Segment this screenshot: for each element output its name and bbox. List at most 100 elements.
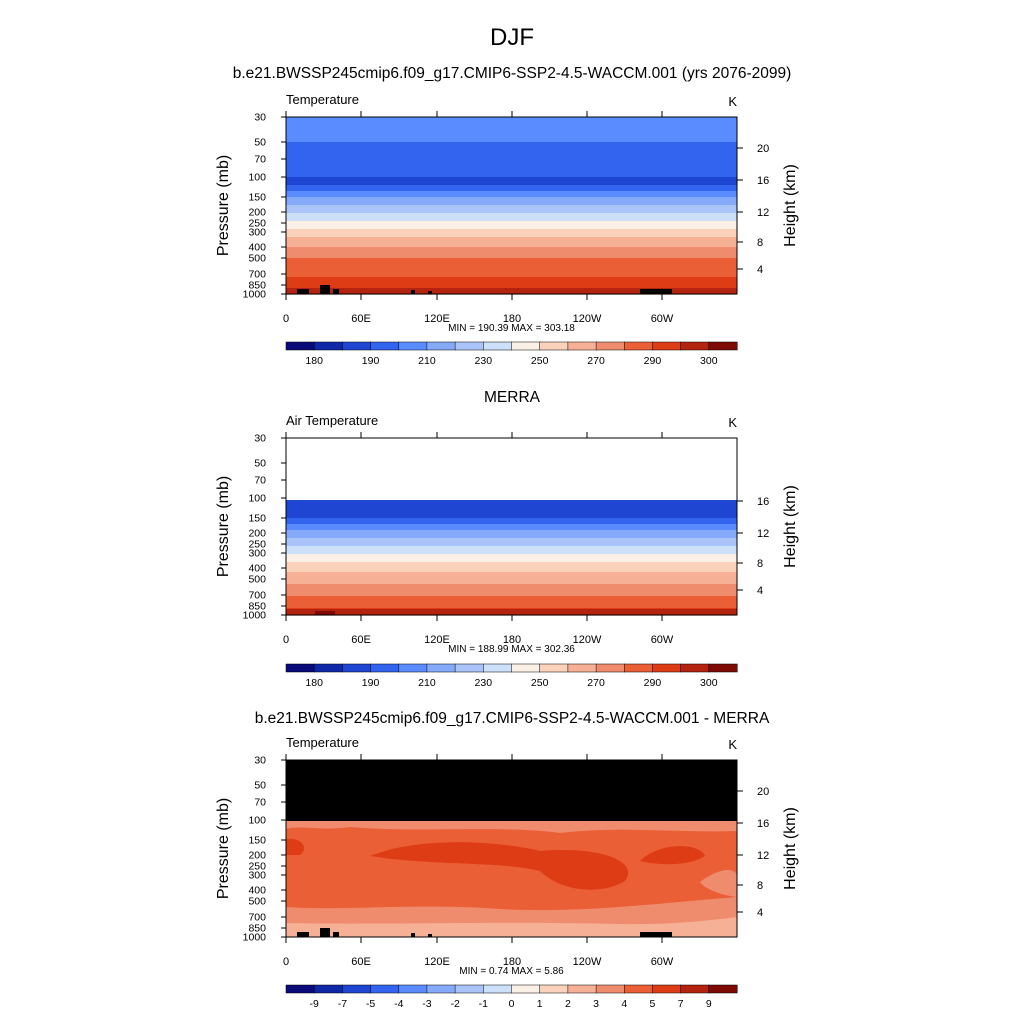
y-tick-label: 300 — [248, 548, 266, 560]
x-tick-label: 120W — [573, 956, 602, 968]
y-tick-label: 500 — [248, 574, 266, 586]
colorbar-cell — [539, 663, 569, 673]
temperature-band — [286, 191, 737, 198]
colorbar-cell — [342, 984, 372, 994]
temperature-band — [286, 572, 737, 585]
temperature-band — [286, 221, 737, 230]
temperature-band — [286, 277, 737, 286]
temperature-band — [286, 269, 737, 278]
diff-band — [286, 821, 737, 833]
y2-tick-label: 4 — [757, 585, 763, 597]
temperature-band — [286, 524, 737, 531]
panel-2: 3050701001502002503004005007008501000161… — [215, 413, 799, 689]
topography — [315, 611, 335, 615]
min-max-label: MIN = 0.74 MAX = 5.86 — [459, 966, 564, 977]
colorbar-cell — [680, 984, 710, 994]
y-tick-label: 500 — [248, 896, 266, 908]
colorbar-cell — [483, 341, 513, 351]
y-tick-label: 70 — [254, 797, 266, 809]
colorbar-tick-label: 180 — [305, 677, 323, 689]
bottom-panel-title: b.e21.BWSSP245cmip6.f09_g17.CMIP6-SSP2-4… — [255, 710, 770, 727]
x-tick-label: 60E — [351, 956, 371, 968]
diff-band — [370, 842, 629, 890]
min-max-label: MIN = 188.99 MAX = 302.36 — [448, 644, 575, 655]
topography — [320, 285, 330, 294]
colorbar-cell — [624, 341, 654, 351]
y-tick-label: 700 — [248, 269, 266, 281]
colorbar-cell — [708, 341, 738, 351]
temperature-band — [286, 142, 737, 178]
temperature-band — [286, 177, 737, 186]
colorbar-tick-label: 250 — [531, 355, 549, 367]
colorbar-tick-label: 300 — [700, 355, 718, 367]
x-tick-label: 180 — [503, 313, 521, 325]
y2-tick-label: 4 — [757, 907, 763, 919]
temperature-band — [286, 229, 737, 238]
temperature-band — [286, 258, 737, 270]
colorbar-tick-label: 7 — [678, 998, 684, 1010]
colorbar-tick-label: 9 — [706, 998, 712, 1010]
y-tick-label: 100 — [248, 172, 266, 184]
y-tick-label: 700 — [248, 590, 266, 602]
colorbar-cell — [595, 984, 625, 994]
y-tick-label: 50 — [254, 458, 266, 470]
x-tick-label: 180 — [503, 634, 521, 646]
colorbar-tick-label: 300 — [700, 677, 718, 689]
colorbar-tick-label: -4 — [394, 998, 403, 1010]
y-tick-label: 150 — [248, 513, 266, 525]
colorbar-cell — [285, 341, 315, 351]
colorbar-cell — [539, 341, 569, 351]
field-label: Air Temperature — [286, 413, 378, 428]
colorbar-tick-label: -1 — [479, 998, 488, 1010]
y-tick-label: 500 — [248, 253, 266, 265]
colorbar-cell — [398, 341, 428, 351]
colorbar-tick-label: 3 — [593, 998, 599, 1010]
colorbar-cell — [680, 663, 710, 673]
units-label: K — [728, 94, 737, 109]
colorbar-cell — [313, 984, 343, 994]
y-tick-label: 400 — [248, 563, 266, 575]
diff-band — [286, 838, 305, 855]
y-tick-label: 1000 — [243, 289, 267, 301]
y2-tick-label: 12 — [757, 207, 769, 219]
temperature-band — [286, 288, 737, 294]
temperature-band — [286, 247, 737, 259]
y-axis-label: Pressure (mb) — [215, 798, 232, 899]
colorbar-tick-label: 290 — [644, 355, 662, 367]
field-label: Temperature — [286, 735, 359, 750]
colorbar-cell — [652, 341, 682, 351]
colorbar-tick-label: -2 — [450, 998, 459, 1010]
temperature-band — [286, 117, 737, 142]
y2-tick-label: 8 — [757, 237, 763, 249]
y-axis-label: Pressure (mb) — [215, 155, 232, 256]
colorbar-cell — [398, 984, 428, 994]
colorbar-tick-label: -7 — [338, 998, 347, 1010]
y2-tick-label: 8 — [757, 880, 763, 892]
panel-1: 3050701001502002503004005007008501000201… — [215, 92, 799, 367]
y-tick-label: 250 — [248, 861, 266, 873]
temperature-band — [286, 205, 737, 214]
field-label: Temperature — [286, 92, 359, 107]
diff-band — [640, 846, 705, 865]
topography — [320, 928, 330, 937]
x-tick-label: 0 — [283, 956, 289, 968]
y2-tick-label: 12 — [757, 528, 769, 540]
temperature-band — [286, 197, 737, 206]
y2-tick-label: 20 — [757, 786, 769, 798]
x-tick-label: 120W — [573, 634, 602, 646]
y-tick-label: 70 — [254, 154, 266, 166]
y2-axis-label: Height (km) — [782, 164, 799, 247]
colorbar-cell — [680, 341, 710, 351]
colorbar-cell — [652, 984, 682, 994]
colorbar-tick-label: 250 — [531, 677, 549, 689]
y2-tick-label: 4 — [757, 264, 763, 276]
topography — [411, 290, 415, 294]
colorbar-tick-label: -5 — [366, 998, 375, 1010]
colorbar-cell — [511, 984, 541, 994]
temperature-band — [286, 609, 737, 615]
colorbar-cell — [511, 341, 541, 351]
colorbar-cell — [285, 663, 315, 673]
temperature-band — [286, 596, 737, 609]
colorbar-cell — [708, 984, 738, 994]
colorbar-tick-label: 0 — [509, 998, 515, 1010]
